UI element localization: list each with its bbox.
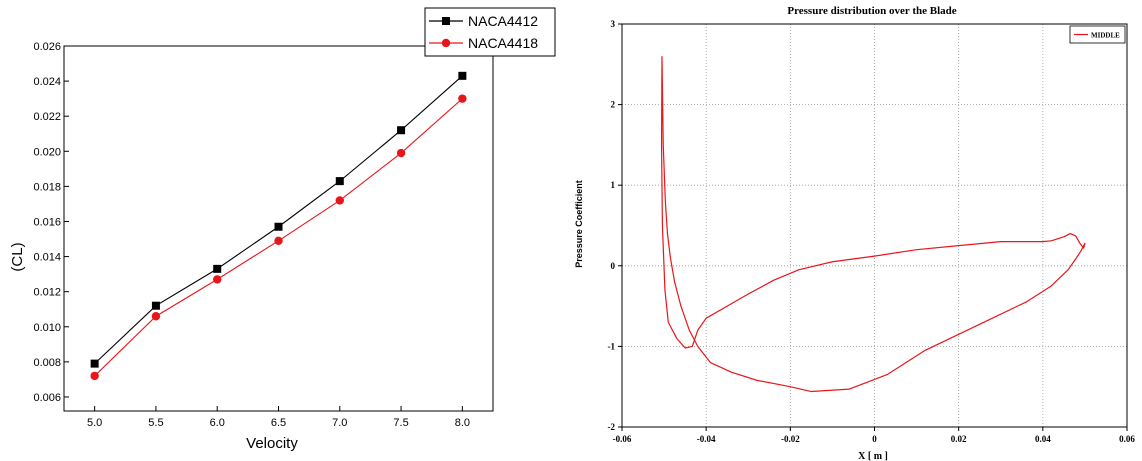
data-point [397, 126, 406, 135]
y-tick-label: 0.018 [33, 181, 61, 193]
data-point [458, 71, 467, 80]
y-tick-label: 0.006 [33, 392, 61, 404]
data-point [335, 177, 344, 186]
cl-chart-ticks: 0.006 0.008 0.010 0.012 0.014 0.016 0.018 0.020… [33, 41, 470, 429]
y-tick-label: -1 [608, 341, 616, 351]
legend: MIDDLE [1069, 25, 1126, 44]
series-line-middle [660, 56, 1086, 393]
x-tick-label: 7.5 [393, 417, 408, 429]
x-tick-label: 0.06 [1119, 434, 1135, 444]
y-tick-label: 0.016 [33, 216, 61, 228]
x-tick-label: 0 [872, 434, 877, 444]
legend-box [424, 7, 556, 57]
x-tick-label: 0.02 [951, 434, 967, 444]
legend-label: MIDDLE [1091, 32, 1120, 40]
legend: NACA4412 NACA4418 [424, 7, 556, 57]
data-point [90, 359, 99, 368]
data-point [151, 312, 161, 321]
y-tick-label: 0.022 [33, 111, 61, 123]
x-tick-label: 6.0 [210, 417, 225, 429]
x-tick-label: 5.5 [148, 417, 163, 429]
y-tick-label: 0.024 [33, 76, 61, 88]
data-point [274, 222, 283, 231]
x-tick-label: 5.0 [87, 417, 102, 429]
y-axis-label: Pressure Coefficient [574, 180, 584, 268]
pressure-distribution-chart: Pressure distribution over the Blade -2-… [574, 5, 1136, 461]
pressure-chart-ticks: -2 -1 0 1 2 3 -0.06 -0.04 -0.02 0 0.02 0.04 0.06 [608, 19, 1136, 444]
y-tick-label: 0.012 [33, 287, 61, 299]
cl-velocity-chart: 0.006 0.008 0.010 0.012 0.014 0.016 0.018 0.020… [9, 7, 556, 452]
x-axis-label: X [ m ] [858, 451, 888, 461]
data-point [90, 371, 99, 381]
data-point [213, 275, 222, 284]
cl-chart-series [90, 71, 467, 381]
y-tick-label: 3 [611, 19, 616, 29]
y-tick-label: 0.014 [33, 252, 61, 264]
y-tick-label: 1 [611, 180, 616, 190]
data-point [151, 301, 160, 310]
y-axis-label: (CL) [9, 242, 26, 271]
x-tick-label: -0.02 [781, 434, 800, 444]
y-tick-label: 2 [611, 100, 616, 110]
y-tick-label: 0 [611, 261, 616, 271]
y-tick-label: 0.020 [33, 146, 61, 158]
x-tick-label: 0.04 [1035, 434, 1051, 444]
series-line-naca4412 [94, 75, 463, 365]
grid [622, 24, 1127, 427]
legend-label: NACA4412 [468, 13, 538, 29]
x-tick-label: -0.04 [697, 434, 716, 444]
legend-marker [441, 38, 451, 48]
legend-label: NACA4418 [468, 35, 538, 51]
legend-marker [442, 17, 450, 25]
data-point [458, 94, 467, 103]
y-tick-label: 0.008 [33, 357, 61, 369]
data-point [396, 148, 406, 158]
y-tick-label: 0.026 [33, 41, 61, 53]
data-point [274, 236, 283, 245]
pressure-chart-series [660, 56, 1086, 393]
y-tick-label: 0.010 [33, 322, 61, 334]
x-tick-label: 6.5 [271, 417, 286, 429]
x-tick-label: 7.0 [332, 417, 347, 429]
x-axis-label: Velocity [246, 435, 298, 452]
y-tick-label: -2 [608, 422, 616, 432]
legend-box [1069, 25, 1126, 44]
data-point [335, 196, 344, 205]
chart-title: Pressure distribution over the Blade [787, 5, 956, 17]
x-tick-label: -0.06 [613, 434, 632, 444]
x-tick-label: 8.0 [455, 417, 470, 429]
data-point [213, 264, 222, 273]
